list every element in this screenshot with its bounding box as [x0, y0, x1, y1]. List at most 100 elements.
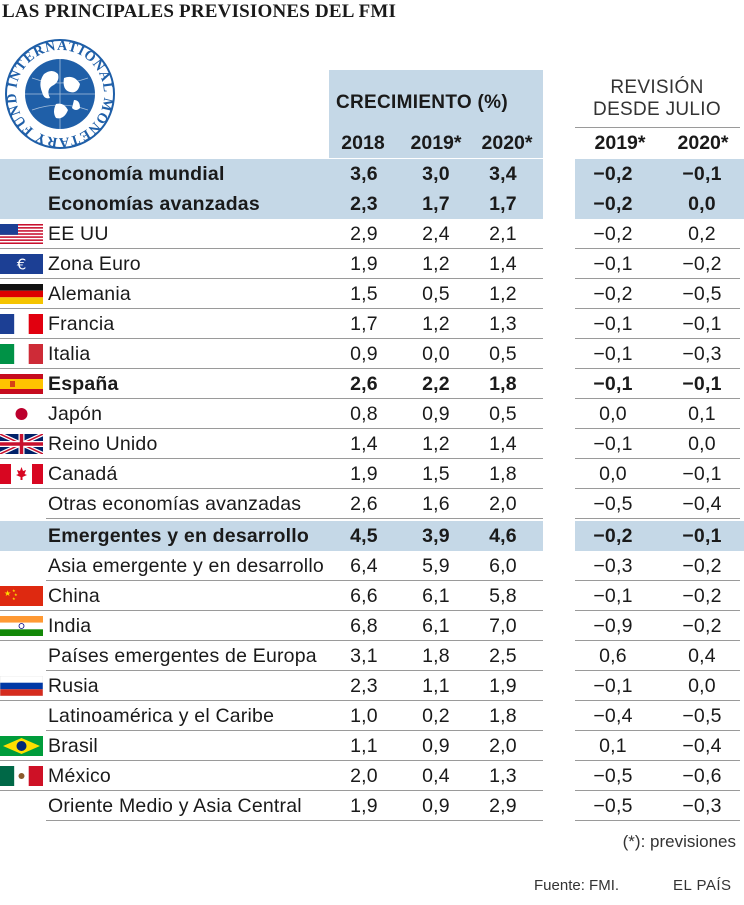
col-header-2020: 2020*	[481, 132, 533, 154]
row-divider	[575, 338, 740, 339]
row-label: Reino Unido	[48, 433, 158, 455]
row-divider	[46, 820, 543, 821]
table-row: Francia 1,7 1,2 1,3 −0,1 −0,1	[0, 309, 744, 339]
growth-value: 1,8	[489, 463, 517, 485]
growth-value: 6,1	[422, 615, 450, 637]
revision-value: 0,1	[599, 735, 627, 757]
row-divider	[46, 518, 543, 519]
table-row: Japón 0,8 0,9 0,5 0,0 0,1	[0, 399, 744, 429]
growth-value: 1,8	[489, 705, 517, 727]
table-row: India 6,8 6,1 7,0 −0,9 −0,2	[0, 611, 744, 641]
row-divider	[575, 640, 740, 641]
growth-value: 2,9	[489, 795, 517, 817]
revision-value: −0,2	[593, 223, 633, 245]
revision-value: −0,2	[682, 555, 722, 577]
row-label: Asia emergente y en desarrollo	[48, 555, 324, 577]
row-divider	[575, 428, 740, 429]
header-divider	[575, 127, 740, 128]
growth-value: 1,2	[422, 313, 450, 335]
revision-value: −0,4	[682, 493, 722, 515]
growth-value: 1,9	[350, 463, 378, 485]
row-label: México	[48, 765, 111, 787]
table-row: EE UU 2,9 2,4 2,1 −0,2 0,2	[0, 219, 744, 249]
row-label: China	[48, 585, 100, 607]
row-divider	[575, 368, 740, 369]
revision-header-line-2: DESDE JULIO	[593, 99, 721, 120]
growth-header-band	[329, 70, 543, 158]
growth-value: 2,4	[422, 223, 450, 245]
growth-value: 5,9	[422, 555, 450, 577]
table-row: Brasil 1,1 0,9 2,0 0,1 −0,4	[0, 731, 744, 761]
revision-value: −0,1	[593, 433, 633, 455]
growth-value: 2,3	[350, 193, 378, 215]
revision-value: 0,0	[688, 433, 716, 455]
brazil-flag-icon	[0, 736, 43, 756]
table-row: Canadá 1,9 1,5 1,8 0,0 −0,1	[0, 459, 744, 489]
revision-value: −0,3	[593, 555, 633, 577]
row-divider	[0, 700, 543, 701]
growth-value: 3,6	[350, 163, 378, 185]
footnote: (*): previsiones	[622, 832, 736, 851]
growth-value: 1,7	[350, 313, 378, 335]
row-label: Alemania	[48, 283, 131, 305]
row-divider	[0, 458, 543, 459]
revision-value: −0,1	[682, 463, 722, 485]
revision-value: 0,4	[688, 645, 716, 667]
revision-value: −0,2	[682, 585, 722, 607]
svg-text:€: €	[17, 256, 27, 274]
revision-value: −0,3	[682, 795, 722, 817]
growth-value: 1,2	[422, 433, 450, 455]
growth-value: 0,9	[422, 735, 450, 757]
italy-flag-icon	[0, 344, 43, 364]
growth-value: 5,8	[489, 585, 517, 607]
growth-value: 2,9	[350, 223, 378, 245]
row-divider	[0, 790, 543, 791]
growth-value: 2,6	[350, 373, 378, 395]
growth-value: 6,4	[350, 555, 378, 577]
growth-value: 2,0	[350, 765, 378, 787]
revision-value: −0,1	[593, 585, 633, 607]
row-label: Brasil	[48, 735, 98, 757]
growth-value: 2,0	[489, 493, 517, 515]
eu-flag-icon: €	[0, 254, 43, 274]
svg-text:★: ★	[12, 596, 16, 601]
growth-value: 1,1	[350, 735, 378, 757]
growth-header: CRECIMIENTO (%)	[336, 92, 508, 113]
table-row: Italia 0,9 0,0 0,5 −0,1 −0,3	[0, 339, 744, 369]
revision-value: 0,6	[599, 645, 627, 667]
row-label: Emergentes y en desarrollo	[48, 525, 309, 547]
revision-value: −0,1	[682, 313, 722, 335]
growth-value: 6,1	[422, 585, 450, 607]
col-header-rev-2020: 2020*	[677, 132, 729, 154]
germany-flag-icon	[0, 284, 43, 304]
revision-header: REVISIÓN DESDE JULIO	[575, 77, 739, 121]
growth-value: 2,2	[422, 373, 450, 395]
growth-value: 6,0	[489, 555, 517, 577]
row-divider	[575, 610, 740, 611]
revision-value: 0,0	[599, 403, 627, 425]
page-title: LAS PRINCIPALES PREVISIONES DEL FMI	[2, 1, 397, 22]
row-label: Economías avanzadas	[48, 193, 260, 215]
growth-value: 1,5	[350, 283, 378, 305]
revision-value: −0,2	[593, 525, 633, 547]
row-divider	[0, 428, 543, 429]
row-divider	[575, 760, 740, 761]
row-divider	[575, 820, 740, 821]
japan-flag-icon	[0, 404, 43, 424]
growth-value: 1,4	[489, 433, 517, 455]
table-row: Rusia 2,3 1,1 1,9 −0,1 0,0	[0, 671, 744, 701]
growth-value: 0,0	[422, 343, 450, 365]
row-divider	[575, 730, 740, 731]
revision-value: −0,1	[593, 343, 633, 365]
row-divider	[0, 248, 543, 249]
revision-value: 0,0	[599, 463, 627, 485]
growth-value: 2,6	[350, 493, 378, 515]
row-divider	[575, 790, 740, 791]
table-row: € Zona Euro 1,9 1,2 1,4 −0,1 −0,2	[0, 249, 744, 279]
growth-value: 1,8	[422, 645, 450, 667]
row-divider	[0, 610, 543, 611]
table-row: Oriente Medio y Asia Central 1,9 0,9 2,9 −0,…	[0, 791, 744, 821]
row-divider	[46, 580, 543, 581]
row-label: Zona Euro	[48, 253, 141, 275]
